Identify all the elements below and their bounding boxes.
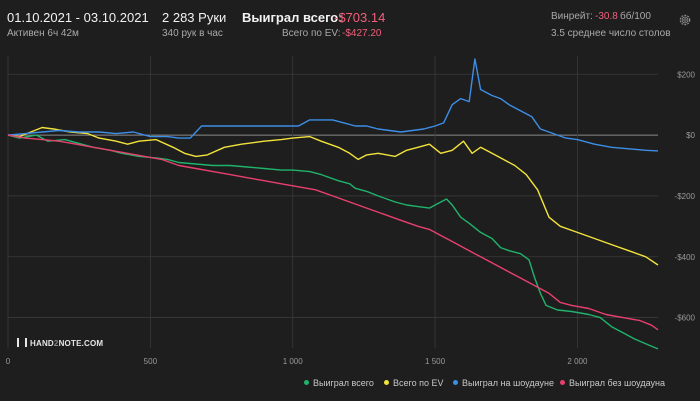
x-tick-label: 500 [144, 357, 158, 366]
y-tick-label: -$400 [675, 253, 696, 262]
brand-text-right: NOTE.COM [58, 339, 104, 348]
hands-count: 2 283 Руки [162, 10, 227, 25]
gear-icon[interactable] [678, 13, 692, 27]
y-tick-label: -$200 [675, 192, 696, 201]
legend-item-showdown[interactable]: Выиграл на шоудауне [453, 378, 554, 388]
chart-ticks: $200 $0 -$200 -$400 -$600 0 500 1 000 1 500 2 000 [6, 70, 696, 366]
x-tick-label: 0 [6, 357, 11, 366]
y-tick-label: $200 [677, 70, 695, 79]
winrate-value: -30.8 [595, 11, 618, 22]
legend-label-ev: Всего по EV [393, 378, 444, 388]
chart-grid [7, 56, 658, 348]
date-range: 01.10.2021 - 03.10.2021 [7, 10, 149, 25]
ev-total-value: -$427.20 [342, 28, 382, 39]
legend-item-ev[interactable]: Всего по EV [384, 378, 443, 388]
x-tick-label: 1 000 [283, 357, 304, 366]
brand-text-left: HAND [30, 339, 54, 348]
summary-header: 01.10.2021 - 03.10.2021 Активен 6ч 42м 2… [0, 0, 700, 48]
legend-label-non-showdown: Выиграл без шоудауна [569, 378, 665, 388]
series-line-non-showdown [7, 134, 659, 331]
winrate-label: Винрейт: [551, 11, 593, 22]
legend-label-won: Выиграл всего [313, 378, 374, 388]
won-total-label: Выиграл всего: [242, 10, 343, 25]
series-line-ev [7, 126, 659, 266]
ev-total-label: Всего по EV: [282, 28, 341, 39]
hands-per-hour: 340 рук в час [162, 28, 223, 39]
brand-text-mid: 2 [53, 339, 59, 348]
y-tick-label: $0 [686, 131, 695, 140]
legend-dot-won [304, 380, 309, 385]
chart-series [7, 58, 659, 350]
x-tick-label: 2 000 [567, 357, 588, 366]
won-total-value: -$703.14 [334, 10, 386, 25]
legend-item-non-showdown[interactable]: Выиграл без шоудауна [560, 378, 665, 388]
y-tick-label: -$600 [675, 314, 696, 323]
legend-item-won[interactable]: Выиграл всего [304, 378, 374, 388]
legend-dot-ev [384, 380, 389, 385]
winrate-unit: бб/100 [620, 11, 651, 22]
chart-legend: Выиграл всего Всего по EV Выиграл на шоу… [0, 378, 700, 392]
legend-label-showdown: Выиграл на шоудауне [462, 378, 554, 388]
brand-logo-mark [17, 338, 27, 347]
legend-dot-showdown [453, 380, 458, 385]
average-tables: 3.5 среднее число столов [551, 28, 671, 39]
x-tick-label: 1 500 [425, 357, 446, 366]
active-time: Активен 6ч 42м [7, 28, 79, 39]
profit-chart: $200 $0 -$200 -$400 -$600 0 500 1 000 1 500 2 000 [6, 56, 696, 366]
legend-dot-non-showdown [560, 380, 565, 385]
series-line-won [7, 134, 659, 350]
brand-logo: HAND2NOTE.COM [17, 338, 103, 352]
series-line-showdown [7, 58, 659, 152]
